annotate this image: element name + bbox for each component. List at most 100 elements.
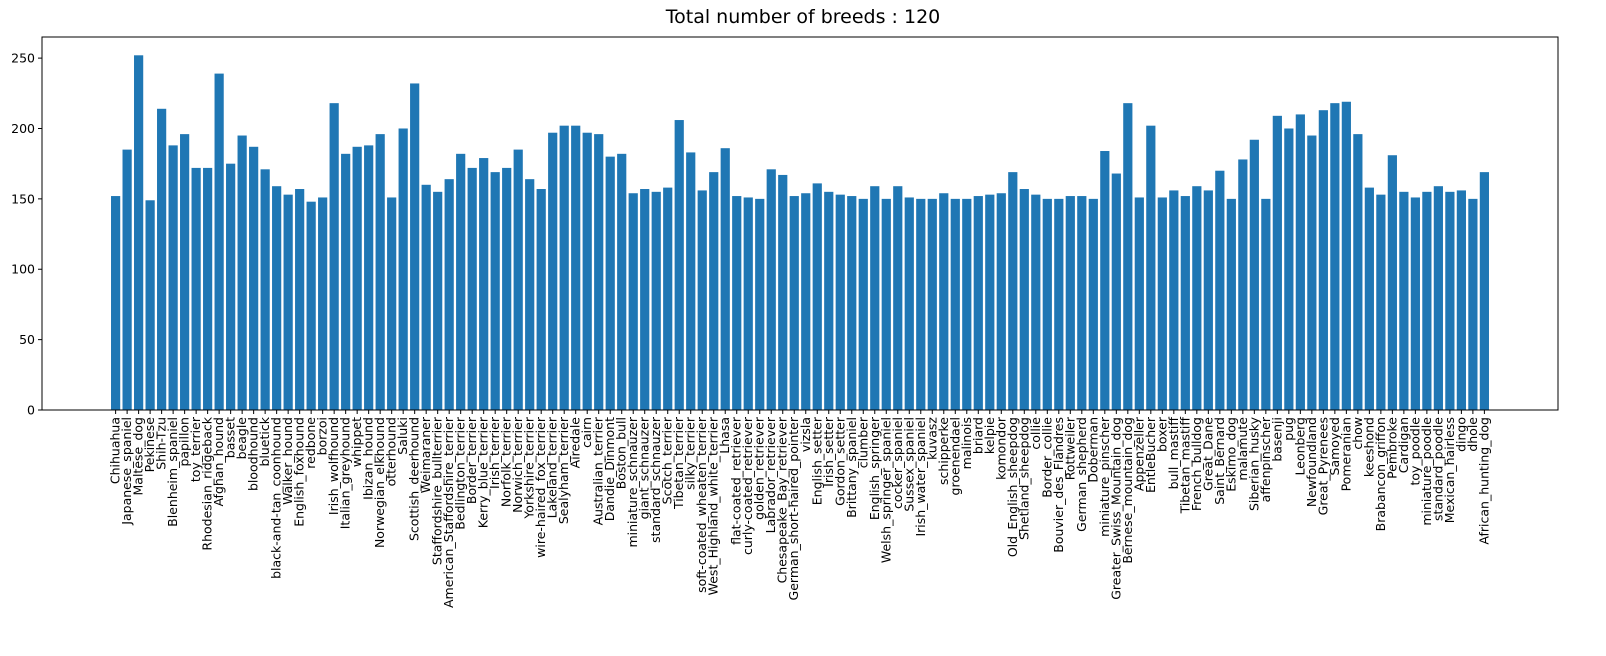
bar [651,191,661,410]
bar [1387,155,1397,410]
x-tick-label: Appenzeller [1131,416,1146,491]
x-tick-label: chow [1350,417,1365,450]
x-tick-label: Staffordshire_bullterrier [430,416,445,565]
bar [398,128,408,410]
x-tick-label: basset [223,417,238,458]
x-tick-label: Airedale [568,417,583,469]
bar [1364,187,1374,410]
x-tick-label: Chesapeake_Bay_retriever [775,416,790,583]
bar [732,196,742,410]
x-tick-label: Shih-Tzu [154,417,169,470]
x-tick-label: silky_terrier [683,416,698,490]
x-tick-label: Dandie_Dinmont [602,417,617,521]
x-tick-label: German_shepherd [1074,417,1089,532]
x-tick-label: Bernese_mountain_dog [1120,417,1135,564]
x-tick-label: dhole [1465,417,1480,452]
x-tick-label: curly-coated_retriever [740,416,755,555]
bar [134,55,144,410]
bar [226,163,236,410]
bar [525,179,535,410]
x-tick-label: redbone [303,417,318,469]
bar [329,103,339,410]
bar [410,83,420,410]
bar [962,198,972,410]
bar [916,198,926,410]
x-tick-label: toy_terrier [188,416,203,482]
bar [122,149,132,411]
x-tick-label: Pekinese [142,417,157,473]
x-tick-label: malamute [1235,417,1250,481]
x-tick-label: Lhasa [717,417,732,454]
y-tick-label: 50 [19,332,35,347]
bar [1111,173,1121,410]
bar [812,183,822,410]
bar [479,158,489,410]
bar [111,196,121,410]
x-tick-label: Rhodesian_ridgeback [200,416,215,550]
x-tick-label: Border_collie [1039,417,1054,498]
bar [1192,186,1202,410]
bar [1445,191,1455,410]
bar [1008,172,1018,410]
x-tick-label: beagle [234,417,249,460]
bar [709,172,719,410]
bar [214,73,224,411]
y-tick-label: 0 [27,403,35,418]
x-tick-label: Border_terrier [464,416,479,504]
x-tick-label: Great_Dane [1200,417,1215,491]
x-tick-label: Rottweiler [1062,416,1077,480]
bar [249,146,259,410]
x-tick-label: Irish_terrier [487,416,502,489]
bar [640,189,650,410]
x-tick-label: Gordon_setter [832,416,847,506]
bar [973,196,983,410]
bar [686,152,696,410]
x-tick-label: golden_retriever [752,416,767,520]
x-tick-label: Ibizan_hound [361,417,376,500]
x-tick-label: Australian_terrier [591,416,606,525]
bar [467,167,477,410]
x-tick-label: Sussex_spaniel [901,417,916,512]
bar [456,153,466,410]
x-tick-label: American_Staffordshire_terrier [441,416,456,608]
x-tick-label: Saluki [395,417,410,455]
x-tick-label: Norfolk_terrier [499,416,514,507]
bar [720,148,730,410]
bar [421,184,431,410]
y-tick-label: 150 [11,191,35,206]
bar [1330,103,1340,410]
x-tick-label: French_bulldog [1189,417,1204,511]
bar [145,200,155,410]
x-tick-label: Tibetan_mastiff [1177,417,1192,515]
bar [1042,198,1052,410]
bar [1353,134,1363,410]
x-tick-label: cairn [579,417,594,448]
x-tick-label: Bedlington_terrier [453,416,468,530]
x-tick-label: kelpie [982,417,997,454]
bar [318,197,328,410]
x-tick-label: groenendael [947,417,962,495]
x-tick-label: vizsla [798,417,813,452]
bar [1376,194,1386,410]
x-tick-label: basenji [1269,417,1284,462]
bar [870,186,880,410]
bar [1215,170,1225,410]
bar [1123,103,1133,410]
bar [594,134,604,410]
bar [858,198,868,410]
x-tick-label: whippet [349,417,364,467]
x-tick-label: Welsh_springer_spaniel [878,417,893,563]
bar [743,197,753,410]
bar [1422,191,1432,410]
x-tick-label: Sealyham_terrier [556,416,571,524]
bar [364,145,374,410]
bar [674,120,684,410]
y-axis: 0 50 100 150 200 250 [11,51,42,418]
bar [1238,159,1248,410]
x-tick-label: kuvasz [924,417,939,460]
bar [1203,190,1213,410]
bar [824,191,834,410]
x-tick-label: collie [1028,417,1043,450]
bar [548,132,558,411]
